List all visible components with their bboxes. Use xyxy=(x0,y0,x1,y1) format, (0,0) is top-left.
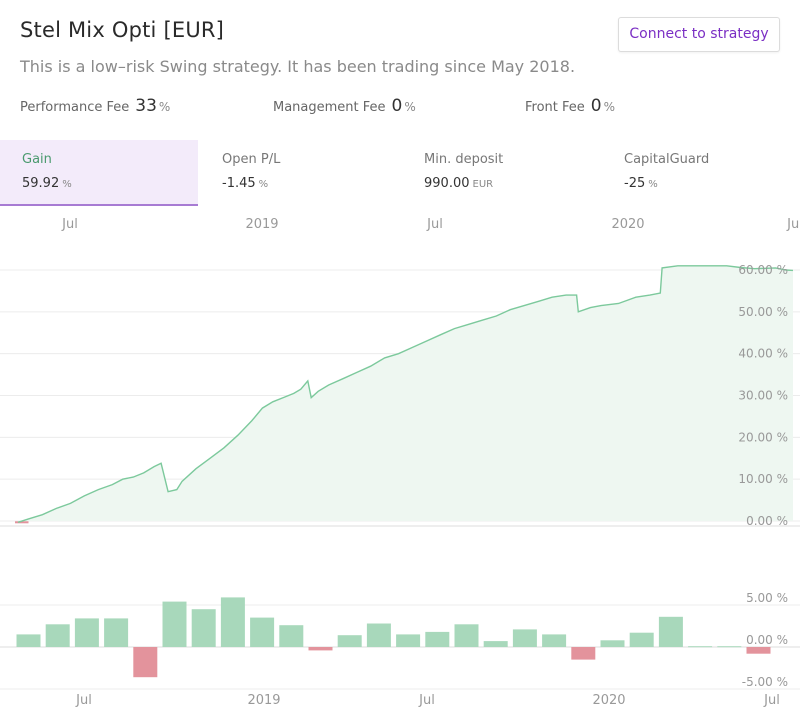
tab-min-deposit-number: 990.00 xyxy=(424,176,470,191)
strategy-description: This is a low–risk Swing strategy. It ha… xyxy=(20,57,576,76)
gain-y-tick-label: 10.00 % xyxy=(738,472,788,486)
monthly-bar xyxy=(45,624,70,647)
monthly-bar xyxy=(250,617,275,647)
stats-tabs: Gain 59.92% Open P/L -1.45% Min. deposit… xyxy=(0,140,800,206)
management-fee-value: 0 xyxy=(391,96,403,116)
tab-gain-unit: % xyxy=(62,179,72,190)
top-time-axis: Jul 2019 Jul 2020 Jul xyxy=(61,217,800,232)
front-fee-unit: % xyxy=(603,100,616,114)
tab-capitalguard-unit: % xyxy=(648,179,658,190)
tab-min-deposit-value: 990.00 EUR xyxy=(424,176,600,191)
front-fee-label: Front Fee xyxy=(525,100,585,115)
monthly-bar xyxy=(191,609,216,647)
gain-line xyxy=(17,265,794,523)
bottom-axis-label: Jul xyxy=(75,693,92,708)
tab-min-deposit[interactable]: Min. deposit 990.00 EUR xyxy=(402,140,600,206)
bottom-axis-label: Jul xyxy=(763,693,780,708)
performance-fee-label: Performance Fee xyxy=(20,100,130,115)
gain-y-tick-label: 0.00 % xyxy=(746,514,788,528)
monthly-bar xyxy=(454,624,479,647)
monthly-bar xyxy=(483,641,508,647)
tab-capitalguard-label: CapitalGuard xyxy=(624,152,710,167)
top-axis-label: Jul xyxy=(61,217,78,232)
tab-capitalguard[interactable]: CapitalGuard -25% xyxy=(602,140,800,206)
monthly-bars xyxy=(16,597,771,678)
tab-min-deposit-label: Min. deposit xyxy=(424,152,504,167)
gain-y-tick-label: 60.00 % xyxy=(738,263,788,277)
monthly-bar xyxy=(16,634,41,647)
gain-y-tick-label: 30.00 % xyxy=(738,389,788,403)
top-axis-label: 2019 xyxy=(245,217,278,232)
monthly-bar xyxy=(542,634,567,647)
management-fee-unit: % xyxy=(404,100,416,114)
performance-fee: Performance Fee 33% xyxy=(20,96,170,116)
monthly-bar xyxy=(746,647,771,654)
tab-open-pl-value: -1.45% xyxy=(222,176,398,191)
monthly-bar xyxy=(279,625,304,647)
fees-row: Performance Fee 33% Management Fee 0% Fron… xyxy=(0,96,800,120)
tab-open-pl-unit: % xyxy=(258,179,269,190)
top-axis-label: Jul xyxy=(426,217,443,232)
bottom-axis-label: Jul xyxy=(418,693,435,708)
monthly-bar xyxy=(133,647,158,678)
performance-fee-unit: % xyxy=(158,100,171,114)
monthly-bar xyxy=(717,646,742,648)
monthly-bar xyxy=(308,647,333,651)
tab-gain[interactable]: Gain 59.92% xyxy=(0,140,198,206)
monthly-bar xyxy=(658,616,683,647)
monthly-bar xyxy=(600,640,625,647)
tab-open-pl-label: Open P/L xyxy=(222,152,281,167)
tab-gain-label: Gain xyxy=(22,152,52,167)
monthly-bar xyxy=(425,631,450,647)
tab-capitalguard-value: -25% xyxy=(624,176,800,191)
gain-area-fill xyxy=(18,265,793,523)
gain-chart: Jul 2019 Jul 2020 Jul 0.00 % 10.00 % 20.00 % 30… xyxy=(0,217,800,708)
front-fee-value: 0 xyxy=(590,96,602,116)
bottom-time-axis: Jul 2019 Jul 2020 Jul xyxy=(75,693,780,708)
tab-gain-value: 59.92% xyxy=(22,176,198,191)
gain-y-tick-label: 50.00 % xyxy=(738,305,788,319)
tab-open-pl[interactable]: Open P/L -1.45% xyxy=(200,140,398,206)
front-fee: Front Fee 0% xyxy=(525,96,615,116)
monthly-y-axis: 5.00 % 0.00 % -5.00 % xyxy=(742,591,788,689)
monthly-bar xyxy=(688,646,713,648)
monthly-y-tick-label: 5.00 % xyxy=(746,591,788,605)
management-fee-label: Management Fee xyxy=(273,100,386,115)
gain-y-axis: 0.00 % 10.00 % 20.00 % 30.00 % 40.00 % 50.00 … xyxy=(738,263,788,528)
monthly-bar xyxy=(337,635,362,647)
monthly-bar xyxy=(396,634,421,647)
gain-y-tick-label: 40.00 % xyxy=(738,347,788,361)
bottom-axis-label: 2020 xyxy=(592,693,625,708)
tab-capitalguard-number: -25 xyxy=(624,176,646,191)
tab-gain-number: 59.92 xyxy=(22,176,60,191)
performance-fee-value: 33 xyxy=(135,96,157,116)
page-title: Stel Mix Opti [EUR] xyxy=(20,18,225,42)
management-fee: Management Fee 0% xyxy=(273,96,416,116)
gain-y-tick-label: 20.00 % xyxy=(738,430,788,444)
monthly-y-tick-label: -5.00 % xyxy=(742,675,788,689)
top-axis-label: 2020 xyxy=(611,217,644,232)
monthly-bar xyxy=(220,597,245,647)
monthly-bar xyxy=(162,601,187,647)
tab-open-pl-number: -1.45 xyxy=(222,176,256,191)
monthly-bar xyxy=(629,632,654,647)
top-axis-label: Jul xyxy=(786,217,800,232)
monthly-bar xyxy=(74,618,99,647)
monthly-y-tick-label: 0.00 % xyxy=(746,633,788,647)
connect-to-strategy-button[interactable]: Connect to strategy xyxy=(618,17,780,52)
monthly-bar xyxy=(366,623,391,647)
tab-min-deposit-unit: EUR xyxy=(472,179,494,190)
monthly-bar xyxy=(571,647,596,660)
monthly-bar xyxy=(104,618,129,647)
monthly-bar xyxy=(512,629,537,647)
bottom-axis-label: 2019 xyxy=(247,693,280,708)
